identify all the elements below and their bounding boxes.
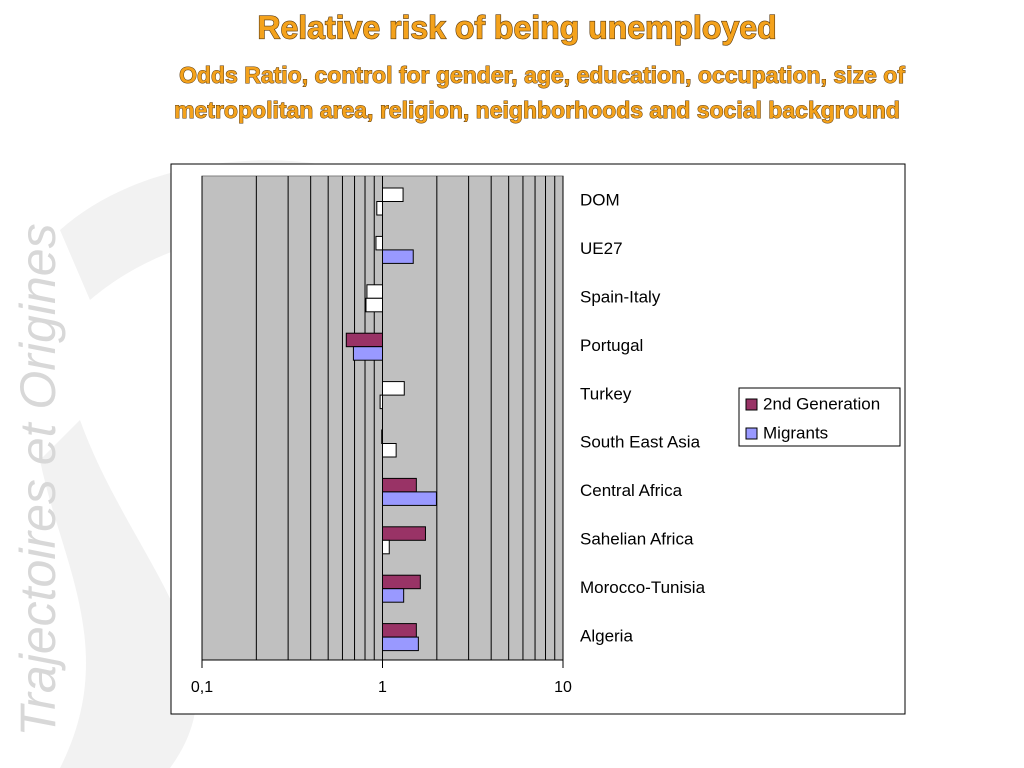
watermark: Trajectoires et Origines [10,223,66,736]
legend-label: 2nd Generation [763,394,880,413]
bar [379,394,384,410]
chart-subtitle: Odds Ratio, control for gender, age, edu… [179,62,905,88]
category-label: Turkey [580,384,632,403]
bar [382,623,417,638]
category-label: Spain-Italy [580,287,661,306]
legend-box [738,387,901,447]
category-label: Portugal [580,336,643,355]
category-label: South East Asia [580,433,701,452]
bar [366,284,383,299]
bar [382,477,417,493]
legend-swatch [745,398,758,411]
bar [381,429,384,444]
category-label: Algeria [580,626,633,645]
category-label: UE27 [580,239,623,258]
bg-shape [40,420,197,768]
category-label: Morocco-Tunisia [580,578,706,597]
bar [352,346,384,361]
category-label: Central Africa [580,481,683,500]
legend-swatch [745,427,758,440]
bar [382,574,421,590]
bar [365,297,383,313]
chart-title: Relative risk of being unemployed [257,9,776,45]
bar [382,381,405,396]
bar [345,332,384,348]
bar [382,187,404,202]
bar [382,249,414,264]
bar [382,443,397,458]
bar [382,636,419,652]
category-label: DOM [580,191,620,210]
legend-label: Migrants [763,423,828,442]
bar [375,235,384,251]
bar [382,588,405,603]
chart-subtitle: metropolitan area, religion, neighborhoo… [174,97,900,123]
x-tick-label: 1 [378,679,387,696]
bar [376,201,383,216]
x-tick-label: 0,1 [191,679,213,696]
x-tick-label: 10 [554,679,572,696]
bar [382,539,390,555]
bar [382,491,437,506]
bar [382,526,426,541]
category-label: Sahelian Africa [580,529,694,548]
